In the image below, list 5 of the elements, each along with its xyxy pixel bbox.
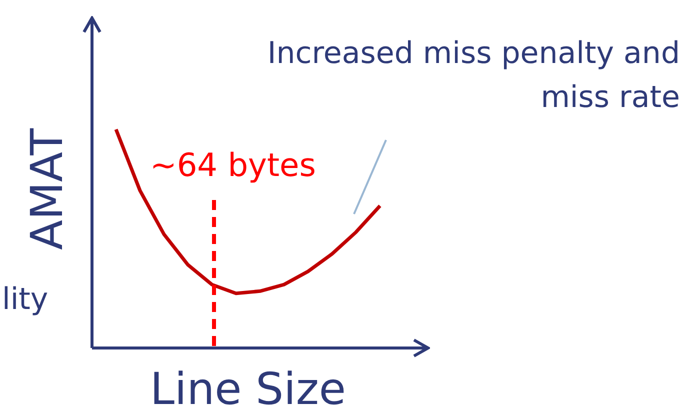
y-axis-title: AMAT bbox=[22, 128, 73, 250]
annotation: ~64 bytes bbox=[150, 146, 316, 184]
text: Increased miss penalty and miss rate bbox=[266, 35, 680, 117]
x-axis-title: Line Size bbox=[150, 364, 346, 415]
text: lity bbox=[2, 282, 48, 317]
